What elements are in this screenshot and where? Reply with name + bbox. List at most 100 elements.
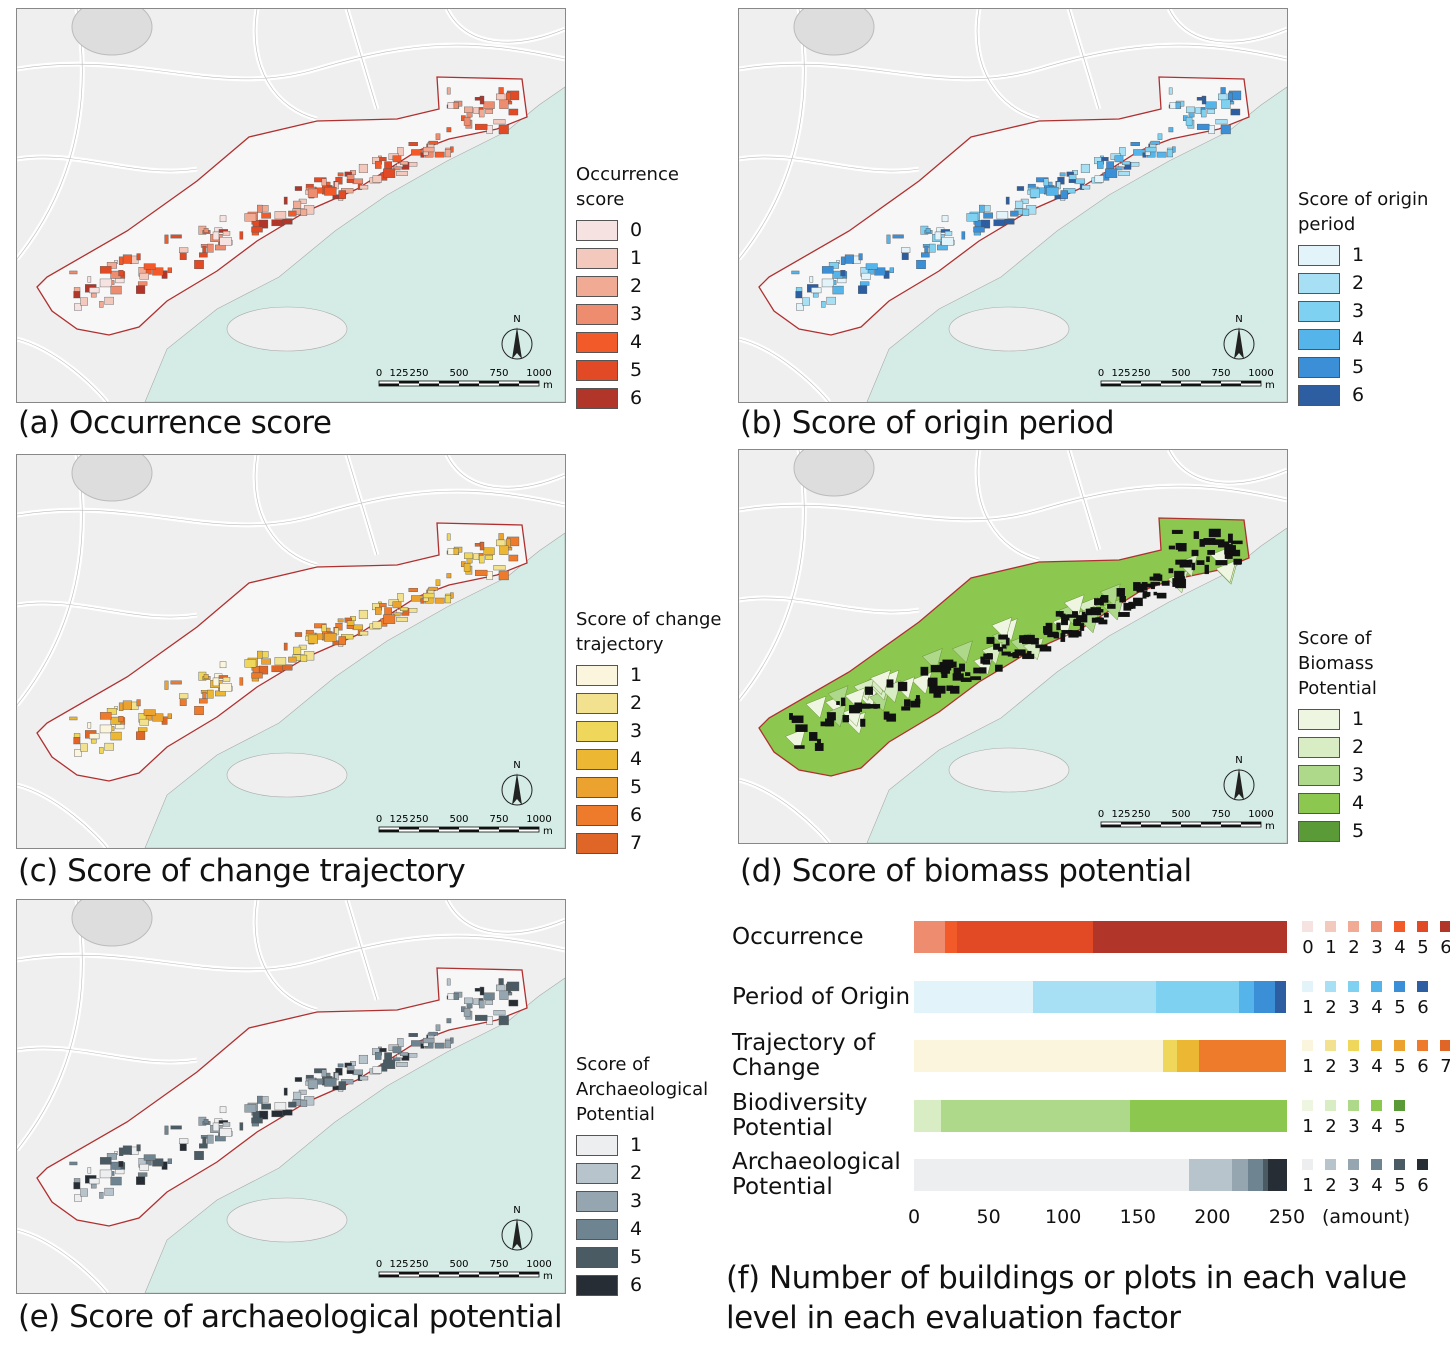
building <box>392 1046 402 1054</box>
building <box>346 625 354 629</box>
building <box>1206 556 1210 563</box>
scale-label: 500 <box>449 1259 468 1270</box>
building <box>288 656 297 663</box>
road-edge <box>254 455 318 566</box>
x-tick-label: 150 <box>1119 1206 1156 1228</box>
building <box>446 573 452 579</box>
building <box>1101 595 1109 603</box>
building <box>796 303 804 311</box>
building <box>400 1052 409 1056</box>
building <box>372 621 382 629</box>
scale-segment <box>479 381 499 384</box>
level-label: 4 <box>1371 997 1383 1018</box>
legend-item: 6 <box>576 1271 716 1299</box>
building <box>261 1096 269 1103</box>
building <box>199 252 208 258</box>
building <box>359 1076 369 1081</box>
building <box>167 713 172 719</box>
road-edge <box>17 602 198 618</box>
building <box>170 1125 182 1130</box>
building <box>1201 96 1207 105</box>
building <box>453 992 459 1000</box>
legend-label: 2 <box>630 691 643 714</box>
scale-unit: m <box>543 1271 553 1282</box>
north-arrow <box>1234 768 1244 800</box>
scale-label: 125 <box>389 1259 408 1270</box>
building <box>136 1176 146 1185</box>
scale-label: 750 <box>489 1259 508 1270</box>
building <box>219 215 227 223</box>
building <box>375 161 382 169</box>
building <box>1153 591 1158 596</box>
legend-item: 1 <box>576 244 696 272</box>
building <box>1196 123 1210 130</box>
category-label: Occurrence <box>732 923 864 950</box>
level-label: 4 <box>1394 937 1406 958</box>
building <box>479 109 485 118</box>
scale-segment <box>1101 383 1121 386</box>
building <box>434 151 445 158</box>
legend-swatch <box>576 247 618 269</box>
building <box>495 93 506 101</box>
building <box>498 87 504 95</box>
building <box>840 697 846 706</box>
building <box>239 231 244 240</box>
legend-swatch <box>576 219 618 241</box>
building <box>434 1042 445 1049</box>
bar-segment <box>1239 981 1255 1013</box>
building <box>795 724 808 732</box>
building <box>498 124 509 135</box>
stadium <box>793 450 875 497</box>
building <box>812 292 819 298</box>
scale-label: 0 <box>1098 368 1104 379</box>
stadium <box>71 455 153 502</box>
building <box>493 119 506 125</box>
building <box>493 1010 506 1016</box>
bar-segment <box>1163 1040 1177 1072</box>
building <box>1203 538 1216 545</box>
building <box>392 612 401 617</box>
building <box>464 997 474 1004</box>
building <box>1094 175 1104 183</box>
scale-label: 250 <box>1131 809 1150 820</box>
building <box>170 234 182 239</box>
road-edge <box>976 450 1040 561</box>
building <box>1171 529 1183 534</box>
level-swatch <box>1348 981 1359 992</box>
building <box>167 267 172 273</box>
legend-swatch <box>576 804 618 826</box>
scale-segment <box>1181 383 1201 386</box>
building <box>324 633 337 642</box>
building <box>219 1106 227 1114</box>
building <box>1043 626 1051 634</box>
legend-swatch <box>576 720 618 742</box>
category-label: Trajectory of Change <box>732 1030 876 1081</box>
building <box>104 1187 114 1196</box>
building <box>167 1158 172 1164</box>
building <box>122 700 132 710</box>
legend-label: 3 <box>630 1189 643 1212</box>
building <box>136 699 141 707</box>
legend-swatch <box>576 1190 618 1212</box>
building <box>383 168 396 178</box>
building <box>474 123 488 130</box>
building <box>1005 637 1010 646</box>
level-swatch <box>1302 1159 1313 1170</box>
road-edge <box>446 900 565 934</box>
building <box>1118 170 1130 176</box>
building <box>99 300 104 308</box>
scale-label: 750 <box>1211 809 1230 820</box>
building <box>106 262 117 269</box>
level-label: 6 <box>1417 1175 1429 1196</box>
building <box>1122 161 1131 165</box>
building <box>274 211 287 220</box>
building <box>179 247 189 253</box>
building <box>998 634 1008 640</box>
legend-label: 7 <box>630 831 643 854</box>
building <box>941 666 952 671</box>
building <box>446 87 451 95</box>
legend-item: 3 <box>576 717 726 745</box>
building <box>136 1144 141 1152</box>
level-label: 1 <box>1302 1116 1314 1137</box>
